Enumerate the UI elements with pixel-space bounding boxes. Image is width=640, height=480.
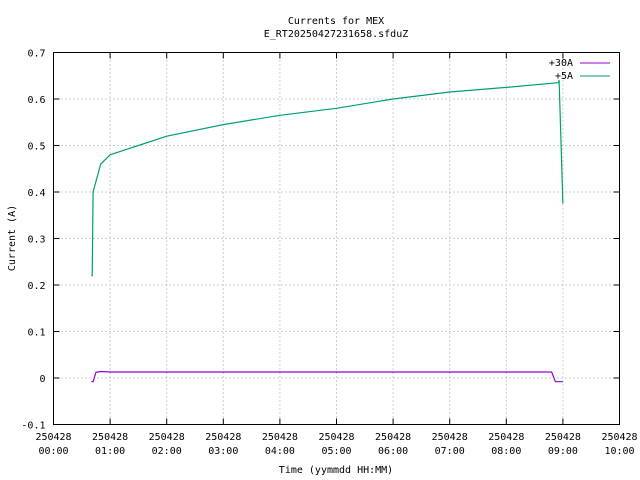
series-lines — [91, 79, 564, 383]
y-tick-label: 0.3 — [27, 235, 45, 246]
series-line-30a — [91, 370, 563, 383]
y-tick-label: 0.1 — [27, 328, 45, 339]
x-tick-time-label: 06:00 — [378, 446, 408, 457]
x-tick-time-label: 08:00 — [491, 446, 521, 457]
chart-title: Currents for MEX — [288, 16, 384, 27]
x-tick-time-label: 03:00 — [208, 446, 238, 457]
x-tick-date-label: 250428 — [601, 432, 637, 443]
x-tick-date-label: 250428 — [375, 432, 411, 443]
y-tick-label: 0 — [39, 374, 45, 385]
x-tick-date-label: 250428 — [262, 432, 298, 443]
y-tick-label: 0.5 — [27, 142, 45, 153]
x-tick-date-label: 250428 — [488, 432, 524, 443]
legend: +30A +5A — [549, 58, 610, 82]
axis-ticks: -0.1 0 0.1 0.2 0.3 0.4 0.5 0.6 0.7 250428 00:00 250… — [21, 49, 637, 458]
x-tick-time-label: 10:00 — [604, 446, 634, 457]
y-axis-label: Current (A) — [7, 205, 18, 271]
x-axis-label: Time (yymmdd HH:MM) — [279, 465, 393, 476]
x-tick-time-label: 09:00 — [548, 446, 578, 457]
x-tick-time-label: 02:00 — [152, 446, 182, 457]
x-tick-date-label: 250428 — [149, 432, 185, 443]
legend-label-5a: +5A — [555, 71, 573, 82]
y-tick-label: -0.1 — [21, 421, 45, 432]
x-tick-time-label: 05:00 — [321, 446, 351, 457]
x-tick-date-label: 250428 — [92, 432, 128, 443]
chart-subtitle: E_RT20250427231658.sfduZ — [264, 29, 409, 40]
y-tick-label: 0.6 — [27, 95, 45, 106]
x-tick-date-label: 250428 — [432, 432, 468, 443]
x-tick-date-label: 250428 — [205, 432, 241, 443]
x-tick-time-label: 00:00 — [38, 446, 68, 457]
y-tick-label: 0.7 — [27, 49, 45, 60]
y-tick-label: 0.2 — [27, 281, 45, 292]
x-tick-time-label: 01:00 — [95, 446, 125, 457]
x-tick-time-label: 04:00 — [265, 446, 295, 457]
x-tick-date-label: 250428 — [35, 432, 71, 443]
x-tick-time-label: 07:00 — [435, 446, 465, 457]
series-line-5a — [91, 79, 564, 277]
x-tick-date-label: 250428 — [545, 432, 581, 443]
y-tick-label: 0.4 — [27, 188, 45, 199]
legend-label-30a: +30A — [549, 58, 573, 69]
x-tick-date-label: 250428 — [318, 432, 354, 443]
